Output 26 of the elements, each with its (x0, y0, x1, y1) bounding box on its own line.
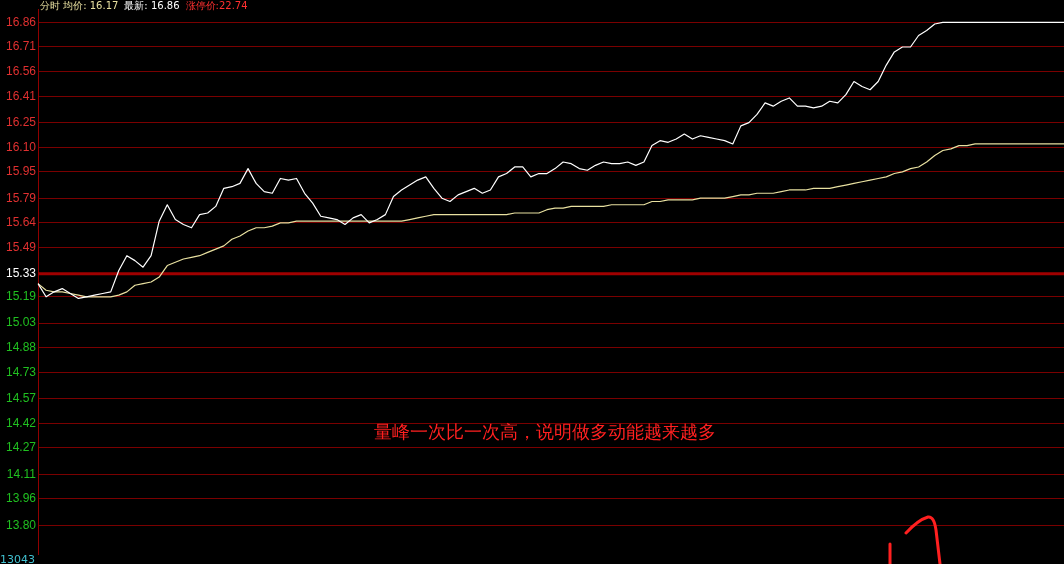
y-tick-label: 16.71 (5, 39, 37, 54)
y-tick-label: 16.41 (5, 88, 37, 103)
annotation: 最新: 16.86 (124, 0, 180, 11)
y-tick-label: 13.80 (5, 517, 37, 532)
annotation: 涨停价:22.74 (185, 0, 248, 11)
y-tick-label: 14.42 (5, 415, 37, 430)
y-tick-label: 16.56 (5, 63, 37, 78)
y-tick-label: 13.96 (5, 491, 37, 506)
annotation: 分时 均价: 16.17 (40, 0, 119, 11)
y-tick-label: 14.73 (5, 364, 37, 379)
y-tick-label: 15.49 (5, 239, 37, 254)
y-tick-label: 15.03 (5, 315, 37, 330)
y-tick-label: 14.57 (5, 390, 37, 405)
y-tick-label: 14.88 (5, 340, 37, 355)
y-tick-label: 15.19 (5, 289, 37, 304)
y-tick-label: 16.25 (5, 114, 37, 129)
y-tick-label: 15.79 (5, 190, 37, 205)
y-tick-label: 15.64 (5, 215, 37, 230)
y-tick-label: 14.27 (5, 440, 37, 455)
annotation: 量峰一次比一次高，说明做多动能越来越多 (374, 420, 716, 444)
y-tick-label: 15.33 (5, 266, 37, 281)
y-tick-label: 15.95 (5, 164, 37, 179)
text: 13043 (0, 553, 35, 564)
y-tick-label: 16.10 (5, 139, 37, 154)
y-tick-label: 14.11 (6, 466, 37, 481)
y-tick-label: 16.86 (5, 14, 37, 29)
